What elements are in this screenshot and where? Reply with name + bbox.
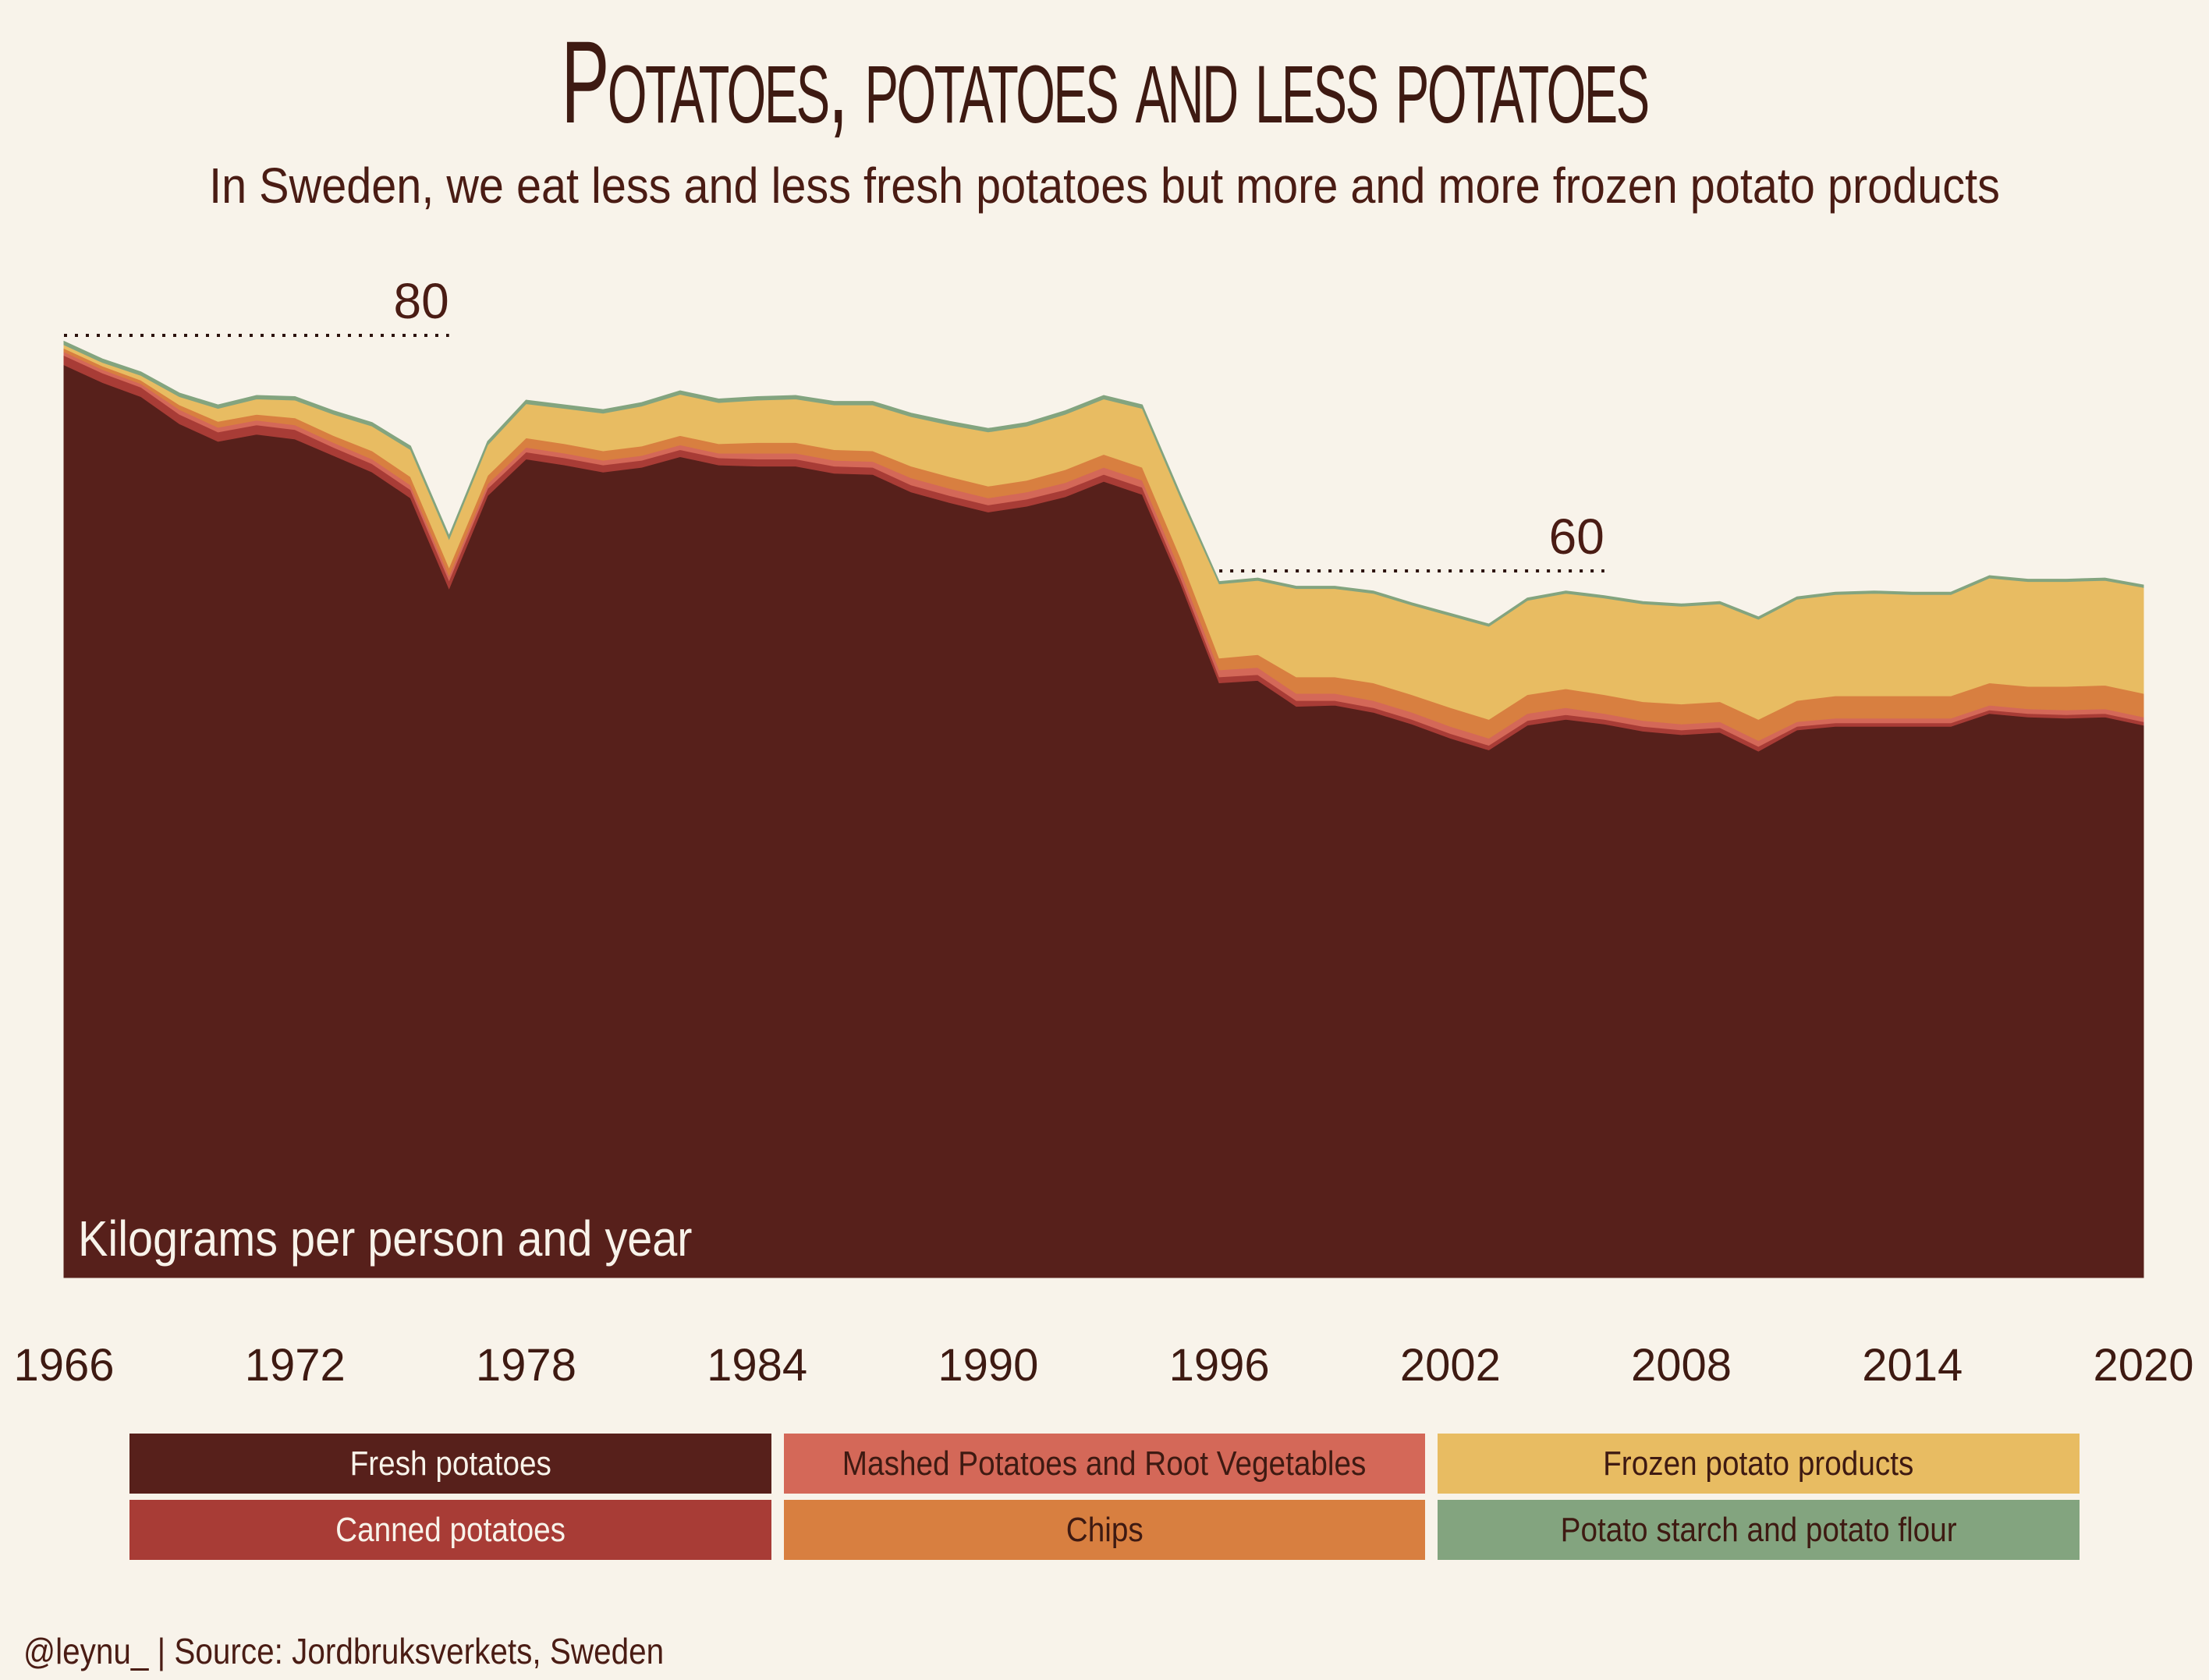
x-tick-label: 1996 (1169, 1340, 1270, 1391)
legend-item: Potato starch and potato flour (1438, 1500, 2080, 1560)
legend-label: Chips (1065, 1510, 1144, 1549)
x-tick-label: 1990 (938, 1340, 1038, 1391)
area-fresh-potatoes (63, 364, 2144, 1278)
legend-label: Fresh potatoes (349, 1444, 551, 1483)
x-tick-label: 2014 (1862, 1340, 1963, 1391)
legend-label: Frozen potato products (1603, 1444, 1914, 1483)
legend-label: Mashed Potatoes and Root Vegetables (842, 1444, 1367, 1483)
legend-label: Potato starch and potato flour (1560, 1510, 1957, 1549)
reference-label-60: 60 (1549, 509, 1604, 565)
legend-item: Mashed Potatoes and Root Vegetables (783, 1434, 1426, 1494)
y-axis-label: Kilograms per person and year (78, 1210, 693, 1266)
x-tick-label: 1978 (476, 1340, 576, 1391)
legend: Fresh potatoes Canned potatoes Mashed Pota… (129, 1434, 2080, 1560)
x-tick-label: 1966 (13, 1340, 114, 1391)
legend-item: Chips (783, 1500, 1426, 1560)
area-potato-starch-and-potato-flour (63, 340, 2144, 627)
legend-item: Frozen potato products (1438, 1434, 2080, 1494)
x-tick-label: 2020 (2093, 1340, 2193, 1391)
chart-subtitle: In Sweden, we eat less and less fresh po… (209, 158, 2000, 214)
legend-item: Fresh potatoes (129, 1434, 771, 1494)
legend-label: Canned potatoes (335, 1510, 566, 1549)
reference-label-80: 80 (394, 273, 449, 329)
x-tick-label: 2002 (1400, 1340, 1501, 1391)
x-tick-label: 1984 (707, 1340, 807, 1391)
x-tick-label: 2008 (1631, 1340, 1732, 1391)
source-credit: @leynu_ | Source: Jordbruksverkets, Swed… (23, 1631, 665, 1671)
legend-item: Canned potatoes (129, 1500, 771, 1560)
x-tick-label: 1972 (245, 1340, 346, 1391)
chart-title: Potatoes, potatoes and less potatoes (561, 16, 1650, 147)
